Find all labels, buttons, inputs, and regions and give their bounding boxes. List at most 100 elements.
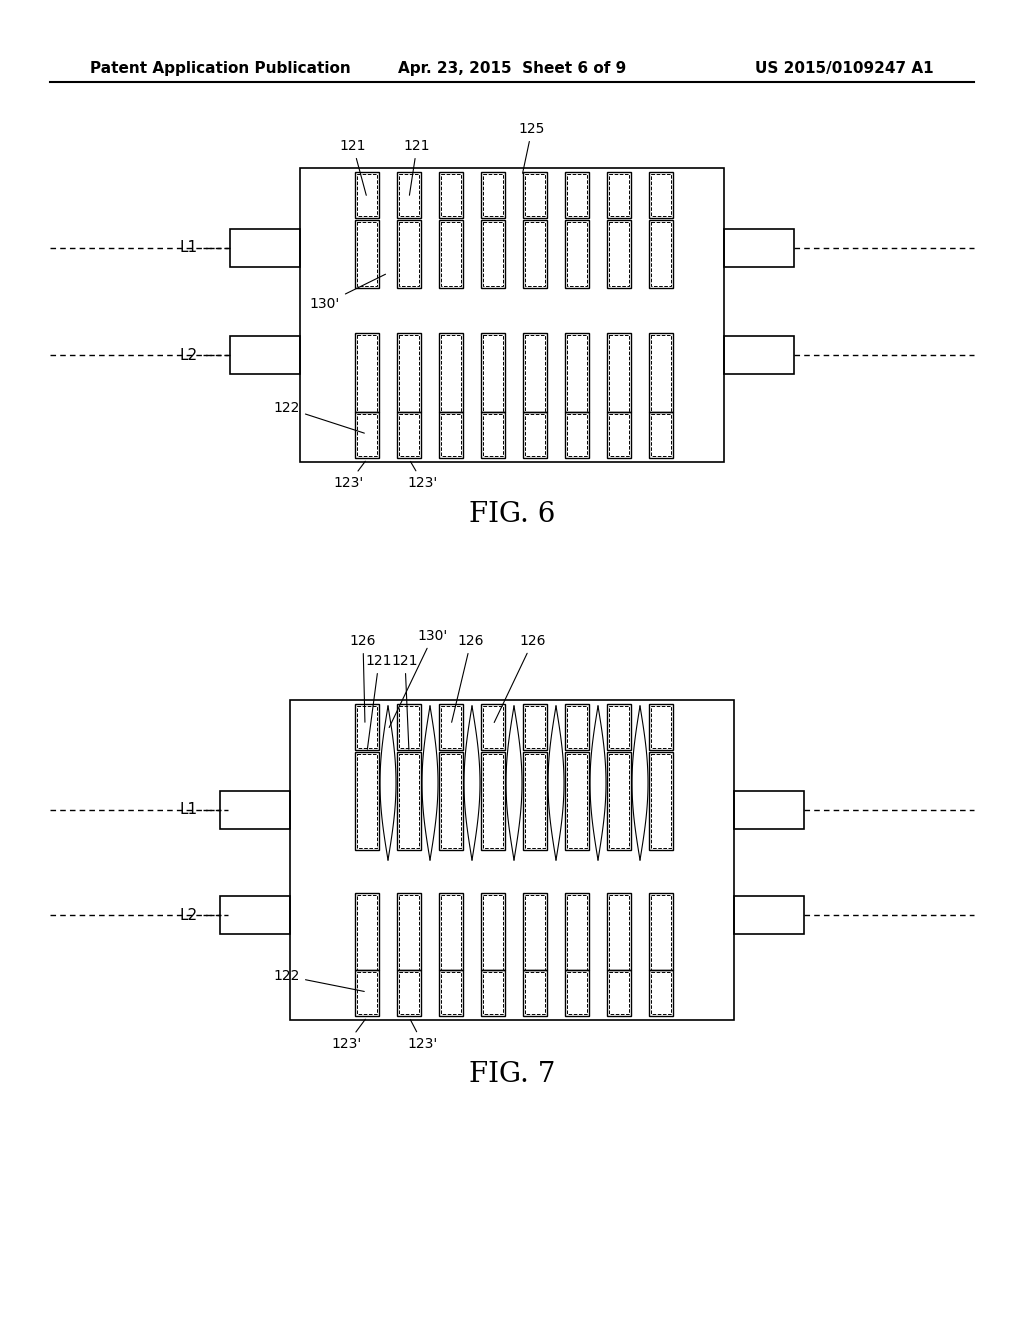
Bar xyxy=(441,335,461,412)
Bar xyxy=(609,754,629,847)
Bar xyxy=(483,895,503,970)
Bar xyxy=(481,333,505,412)
Bar xyxy=(290,700,734,1020)
Bar xyxy=(399,706,419,748)
Bar xyxy=(483,335,503,412)
Bar xyxy=(567,706,587,748)
Bar xyxy=(220,791,290,829)
Bar xyxy=(355,752,379,850)
Bar xyxy=(651,754,671,847)
Bar xyxy=(399,335,419,412)
Text: 123': 123' xyxy=(332,1019,366,1051)
Bar xyxy=(439,172,463,218)
Bar xyxy=(399,174,419,216)
Bar xyxy=(525,335,545,412)
Bar xyxy=(483,414,503,455)
Bar xyxy=(355,894,379,970)
Bar xyxy=(523,894,547,970)
Bar xyxy=(565,970,589,1016)
Bar xyxy=(565,752,589,850)
Bar xyxy=(607,172,631,218)
Bar xyxy=(724,337,794,374)
Bar xyxy=(483,706,503,748)
Bar xyxy=(397,333,421,412)
Bar xyxy=(734,791,804,829)
Bar xyxy=(525,895,545,970)
Bar xyxy=(523,752,547,850)
Bar xyxy=(649,894,673,970)
Bar xyxy=(607,333,631,412)
Bar xyxy=(355,412,379,458)
Bar xyxy=(439,970,463,1016)
Bar xyxy=(565,894,589,970)
Text: 122: 122 xyxy=(273,401,365,433)
Text: 123': 123' xyxy=(408,462,438,490)
Bar xyxy=(441,222,461,286)
Bar xyxy=(399,895,419,970)
Bar xyxy=(523,704,547,750)
Bar xyxy=(724,228,794,267)
Bar xyxy=(441,972,461,1014)
Bar xyxy=(609,706,629,748)
Bar xyxy=(649,704,673,750)
Text: 123': 123' xyxy=(408,1019,438,1051)
Bar xyxy=(397,220,421,288)
Bar xyxy=(439,333,463,412)
Bar xyxy=(609,414,629,455)
Bar xyxy=(357,414,377,455)
Bar xyxy=(483,972,503,1014)
Bar xyxy=(357,706,377,748)
Bar xyxy=(607,704,631,750)
Bar xyxy=(481,220,505,288)
Bar xyxy=(481,172,505,218)
Bar xyxy=(441,706,461,748)
Text: 126: 126 xyxy=(350,634,376,722)
Bar xyxy=(355,704,379,750)
Bar xyxy=(481,704,505,750)
Text: 126: 126 xyxy=(452,634,484,722)
Text: 123': 123' xyxy=(334,461,366,490)
Bar xyxy=(651,222,671,286)
Bar xyxy=(609,222,629,286)
Bar xyxy=(567,174,587,216)
Text: 125: 125 xyxy=(519,121,545,173)
Bar xyxy=(397,704,421,750)
Bar xyxy=(651,972,671,1014)
Bar xyxy=(481,412,505,458)
Bar xyxy=(357,222,377,286)
Bar xyxy=(565,704,589,750)
Bar xyxy=(523,412,547,458)
Bar xyxy=(525,754,545,847)
Bar xyxy=(355,970,379,1016)
Bar xyxy=(607,970,631,1016)
Bar xyxy=(397,894,421,970)
Text: Patent Application Publication: Patent Application Publication xyxy=(90,61,351,75)
Bar xyxy=(397,752,421,850)
Text: FIG. 6: FIG. 6 xyxy=(469,502,555,528)
Bar xyxy=(651,335,671,412)
Bar xyxy=(607,412,631,458)
Bar xyxy=(523,172,547,218)
Bar xyxy=(651,414,671,455)
Bar xyxy=(220,896,290,935)
Bar xyxy=(397,172,421,218)
Bar xyxy=(523,970,547,1016)
Bar xyxy=(481,894,505,970)
Text: L2: L2 xyxy=(180,908,198,923)
Text: 126: 126 xyxy=(495,634,546,722)
Bar xyxy=(565,220,589,288)
Bar xyxy=(355,333,379,412)
Bar xyxy=(565,172,589,218)
Bar xyxy=(734,896,804,935)
Bar xyxy=(439,752,463,850)
Bar xyxy=(649,752,673,850)
Text: FIG. 7: FIG. 7 xyxy=(469,1061,555,1089)
Bar xyxy=(357,174,377,216)
Bar xyxy=(609,174,629,216)
Bar xyxy=(399,414,419,455)
Text: 130': 130' xyxy=(310,275,385,312)
Bar xyxy=(607,752,631,850)
Bar xyxy=(441,895,461,970)
Bar xyxy=(649,172,673,218)
Bar xyxy=(355,220,379,288)
